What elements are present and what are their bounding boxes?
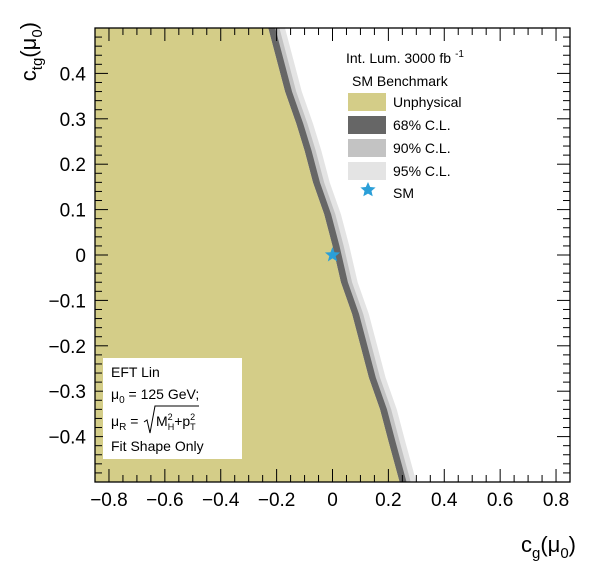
legend-swatch-95cl xyxy=(348,162,386,180)
info-line-fit: Fit Shape Only xyxy=(111,438,204,454)
x-tick-label: 0.8 xyxy=(543,490,569,511)
x-axis-title: cg(μ0) xyxy=(521,532,576,562)
info-line-mur: μR = xyxy=(111,413,138,433)
x-tick-label: 0.4 xyxy=(431,490,458,511)
sm-point-star xyxy=(324,247,341,262)
info-line-eft: EFT Lin xyxy=(111,364,160,380)
tick-marks xyxy=(94,27,571,483)
info-sqrt-sign xyxy=(143,405,199,434)
y-tick-label: −0.4 xyxy=(48,428,86,449)
y-tick-label: 0.3 xyxy=(60,110,86,131)
x-tick-label: 0 xyxy=(327,490,338,511)
legend-header: SM Benchmark xyxy=(352,73,449,89)
legend-label-68cl: 68% C.L. xyxy=(393,117,451,133)
y-tick-label: −0.1 xyxy=(48,291,86,312)
legend-sm-star-icon xyxy=(360,182,376,197)
legend-label-95cl: 95% C.L. xyxy=(393,163,451,179)
y-tick-label: −0.3 xyxy=(48,382,86,403)
x-tick-label: −0.4 xyxy=(202,490,240,511)
y-tick-labels: 0.4 0.3 0.2 0.1 0 −0.1 −0.2 −0.3 −0.4 xyxy=(48,64,86,448)
info-box-background xyxy=(103,358,242,459)
legend-swatch-90cl xyxy=(348,139,386,157)
x-tick-label: −0.8 xyxy=(90,490,128,511)
legend-swatch-unphysical xyxy=(348,93,386,111)
info-box: EFT Lin μ0 = 125 GeV; μR = M2 H+p2 T Fit S… xyxy=(103,358,242,459)
x-tick-label: −0.2 xyxy=(258,490,296,511)
y-tick-label: 0.2 xyxy=(60,155,86,176)
x-tick-labels: −0.8 −0.6 −0.4 −0.2 0 0.2 0.4 0.6 0.8 xyxy=(90,490,569,511)
band-68cl xyxy=(268,28,407,482)
info-line-mur-radicand: M2 H+p2 T xyxy=(156,412,196,432)
legend-title: Int. Lum. 3000 fb -1 xyxy=(346,49,464,66)
legend-label-sm: SM xyxy=(393,185,414,201)
x-tick-label: −0.6 xyxy=(146,490,184,511)
legend-swatch-68cl xyxy=(348,116,386,134)
legend: Int. Lum. 3000 fb -1 SM Benchmark Unphysi… xyxy=(346,49,464,201)
y-tick-label: 0.1 xyxy=(60,201,86,222)
x-tick-label: 0.6 xyxy=(487,490,513,511)
y-tick-label: 0.4 xyxy=(60,64,87,85)
y-axis-title: ctg(μ0) xyxy=(16,22,46,81)
legend-label-90cl: 90% C.L. xyxy=(393,140,451,156)
y-tick-label: −0.2 xyxy=(48,337,86,358)
legend-label-unphysical: Unphysical xyxy=(393,94,461,110)
x-tick-label: 0.2 xyxy=(375,490,401,511)
y-tick-label: 0 xyxy=(75,246,86,267)
info-line-mu0: μ0 = 125 GeV; xyxy=(111,386,199,406)
